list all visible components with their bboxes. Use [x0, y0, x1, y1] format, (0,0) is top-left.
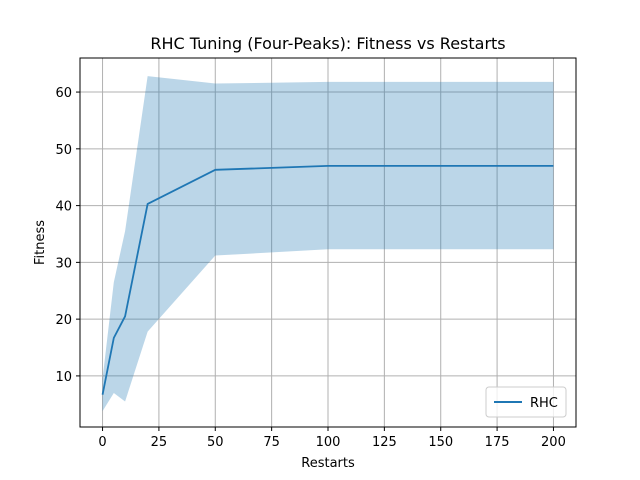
- grid: [80, 58, 576, 427]
- series-line-layer: [101, 164, 554, 395]
- x-tick-label: 50: [207, 435, 224, 450]
- confidence-band-rhc: [102, 76, 554, 412]
- x-tick-label: 150: [428, 435, 453, 450]
- y-tick-label: 30: [55, 256, 72, 271]
- y-axis-label: Fitness: [33, 220, 48, 265]
- series-line-rhc: [101, 164, 554, 395]
- y-axis-ticks: 10 20 30 40 50 60: [55, 86, 80, 385]
- legend-label-rhc: RHC: [530, 396, 558, 411]
- y-tick-label: 10: [55, 370, 72, 385]
- legend-box: [485, 386, 567, 418]
- chart-title: RHC Tuning (Four-Peaks): Fitness vs Rest…: [150, 34, 505, 53]
- y-tick-label: 40: [55, 200, 72, 215]
- x-axis-label: Restarts: [301, 456, 355, 471]
- x-tick-label: 0: [98, 435, 106, 450]
- confidence-band-layer: [102, 76, 554, 412]
- legend: RHC: [485, 386, 567, 418]
- x-tick-label: 100: [316, 435, 341, 450]
- x-tick-label: 25: [151, 435, 168, 450]
- y-tick-label: 50: [55, 143, 72, 158]
- x-tick-label: 125: [372, 435, 397, 450]
- x-tick-label: 200: [541, 435, 566, 450]
- y-tick-label: 20: [55, 313, 72, 328]
- x-tick-label: 175: [485, 435, 510, 450]
- x-axis-ticks: 0 25 50 75 100 125 150 175 200: [98, 427, 566, 450]
- x-tick-label: 75: [263, 435, 280, 450]
- y-tick-label: 60: [55, 86, 72, 101]
